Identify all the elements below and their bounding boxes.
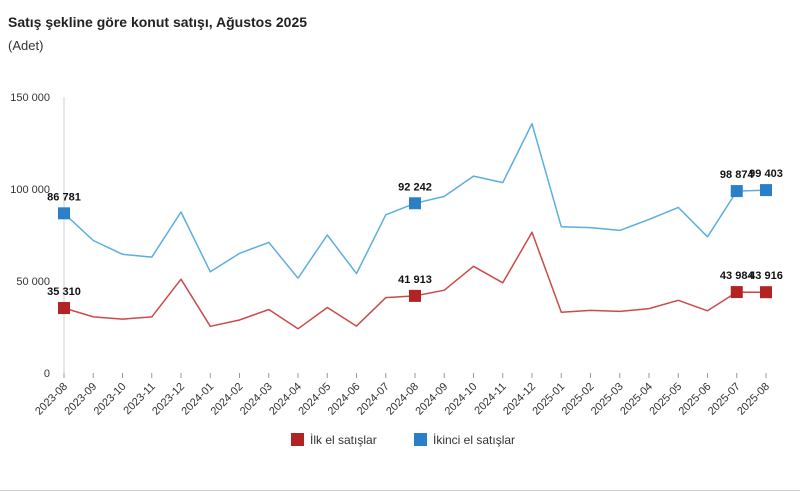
data-point-marker-ilk-el [730, 286, 743, 299]
legend-label-ilk-el: İlk el satışlar [310, 433, 377, 447]
y-tick-label: 50 000 [16, 276, 50, 288]
x-tick-label: 2024-10 [443, 381, 480, 418]
y-tick-label: 0 [44, 368, 50, 380]
data-point-marker-ikinci-el [760, 184, 772, 197]
data-label-ikinci-el: 86 781 [47, 191, 81, 203]
x-tick-label: 2025-08 [735, 381, 772, 418]
data-label-ikinci-el: 98 874 [720, 169, 755, 181]
data-label-ikinci-el: 92 242 [398, 181, 432, 193]
data-point-marker-ilk-el [58, 302, 70, 315]
chart-subtitle: (Adet) [8, 38, 44, 53]
data-point-marker-ilk-el [409, 289, 421, 302]
x-tick-label: 2023-10 [92, 381, 129, 418]
data-label-ilk-el: 35 310 [47, 286, 81, 298]
y-tick-label: 150 000 [10, 92, 50, 104]
legend-swatch-ilk-el [291, 433, 304, 446]
data-point-marker-ilk-el [760, 286, 772, 299]
chart-title: Satış şekline göre konut satışı, Ağustos… [8, 14, 308, 30]
legend-label-ikinci-el: İkinci el satışlar [433, 433, 515, 447]
legend-swatch-ikinci-el [414, 433, 427, 446]
data-point-marker-ikinci-el [58, 207, 70, 220]
data-label-ilk-el: 43 916 [749, 270, 783, 282]
data-label-ilk-el: 41 913 [398, 274, 432, 286]
data-label-ikinci-el: 99 403 [749, 168, 783, 180]
data-point-marker-ikinci-el [409, 197, 421, 210]
y-tick-label: 100 000 [10, 184, 50, 196]
data-label-ilk-el: 43 984 [720, 270, 755, 282]
data-point-marker-ikinci-el [730, 185, 743, 198]
